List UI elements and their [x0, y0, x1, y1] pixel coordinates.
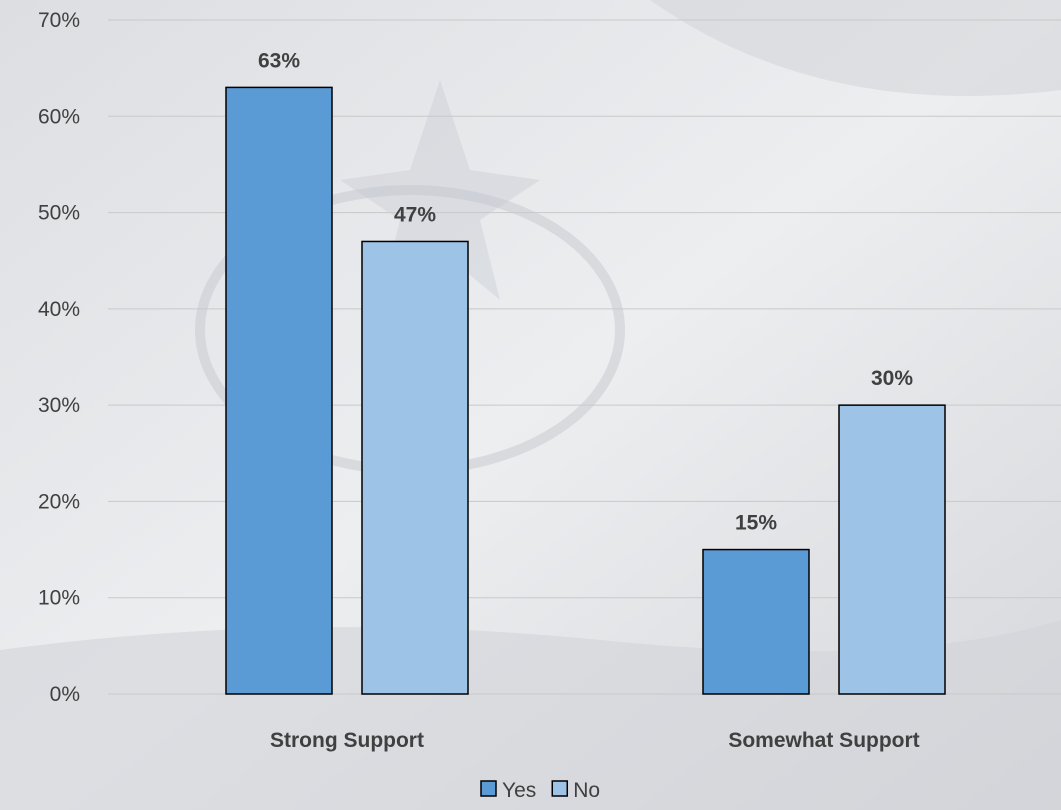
bar-no: [838, 404, 946, 695]
x-axis-categories: Strong Support Somewhat Support: [270, 729, 920, 752]
bars: [225, 86, 946, 695]
category-label: Somewhat Support: [728, 729, 919, 752]
bar-no: [361, 240, 469, 695]
bar-yes: [225, 86, 333, 695]
legend: Yes No: [480, 779, 600, 802]
legend-swatch-no: [551, 780, 569, 797]
data-label: 30%: [871, 367, 913, 390]
bar-yes: [702, 548, 810, 695]
y-tick-label: 10%: [38, 587, 80, 610]
y-tick-label: 40%: [38, 298, 80, 321]
y-tick-label: 0%: [50, 683, 80, 706]
data-label: 63%: [258, 49, 300, 72]
category-label: Strong Support: [270, 729, 424, 752]
y-tick-label: 60%: [38, 105, 80, 128]
y-tick-label: 30%: [38, 394, 80, 417]
y-tick-label: 70%: [38, 9, 80, 32]
y-axis-ticks: 0% 10% 20% 30% 40% 50% 60% 70%: [38, 9, 80, 706]
data-labels: 63% 47% 15% 30%: [258, 49, 913, 534]
y-tick-label: 50%: [38, 202, 80, 225]
y-tick-label: 20%: [38, 490, 80, 513]
legend-label: Yes: [502, 779, 536, 802]
legend-swatch-yes: [480, 780, 497, 797]
data-label: 47%: [394, 203, 436, 226]
legend-label: No: [573, 779, 600, 802]
data-label: 15%: [735, 512, 777, 535]
